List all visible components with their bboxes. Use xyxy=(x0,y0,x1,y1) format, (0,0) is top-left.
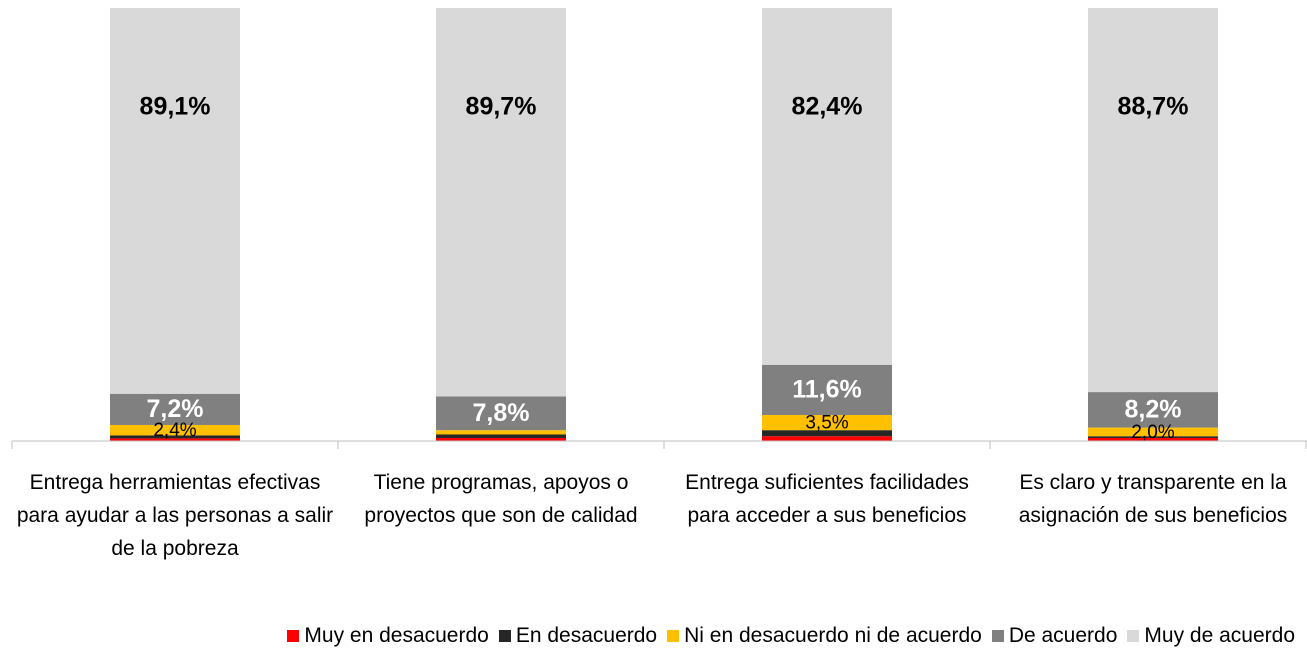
legend-label: Muy en desacuerdo xyxy=(304,624,489,647)
data-label: 7,2% xyxy=(147,395,204,423)
legend-label: Muy de acuerdo xyxy=(1144,624,1295,647)
x-tick-label: Tiene programas, apoyos o proyectos que … xyxy=(364,471,638,527)
bar-segment xyxy=(1088,436,1218,438)
bar-segment xyxy=(110,424,240,436)
x-tick-label: Es claro y transparente en la asignación… xyxy=(1018,471,1288,527)
data-label: 7,8% xyxy=(473,399,530,427)
chart: 2,4%7,2% 89,1% 7,8% 89,7% 3,5% 11,6% 82,4% 2,0%… xyxy=(11,8,1307,449)
legend-item: De acuerdo xyxy=(991,624,1118,648)
bar-segment xyxy=(762,8,892,365)
bar-segment xyxy=(762,415,892,431)
bar-segment xyxy=(1088,427,1218,437)
bar-segment xyxy=(1088,437,1218,441)
data-label: 3,5% xyxy=(805,413,848,434)
legend-swatch xyxy=(667,630,680,642)
bar-segment xyxy=(110,438,240,441)
bar-segment xyxy=(762,364,892,416)
legend-swatch xyxy=(287,630,300,642)
legend-item: Muy en desacuerdo xyxy=(287,624,489,648)
data-label: 89,7% xyxy=(466,93,537,121)
data-label: 88,7% xyxy=(1118,93,1189,121)
bar-segment xyxy=(436,437,566,441)
data-label: 89,1% xyxy=(140,93,211,121)
bar-segment xyxy=(1088,392,1218,428)
bar-segment xyxy=(762,436,892,441)
data-label: 2,4% xyxy=(153,420,196,441)
x-tick-label: Entrega suficientes facilidades para acc… xyxy=(685,471,969,527)
bar-segment xyxy=(110,393,240,425)
legend-item: En desacuerdo xyxy=(498,624,658,648)
bar-segment xyxy=(436,430,566,435)
bar-segment xyxy=(762,430,892,437)
bar-segment xyxy=(436,8,566,397)
data-label: 2,0% xyxy=(1131,422,1174,443)
data-label: 82,4% xyxy=(792,93,863,121)
legend-label: En desacuerdo xyxy=(515,624,658,647)
legend-label: Ni en desacuerdo ni de acuerdo xyxy=(684,624,982,647)
bar-segment xyxy=(436,434,566,438)
legend-swatch xyxy=(498,630,511,642)
x-tick-label: Entrega herramientas efectivas para ayud… xyxy=(16,471,334,560)
bar-segment xyxy=(436,396,566,431)
data-label: 8,2% xyxy=(1125,395,1182,423)
legend-label: De acuerdo xyxy=(1008,624,1118,647)
bar-segment xyxy=(1088,8,1218,393)
bar-segment xyxy=(110,8,240,394)
legend-item: Ni en desacuerdo ni de acuerdo xyxy=(667,624,982,648)
legend: Muy en desacuerdo En desacuerdo Ni en desa… xyxy=(0,624,1307,648)
data-label: 11,6% xyxy=(792,376,862,404)
legend-swatch xyxy=(991,630,1004,642)
legend-item: Muy de acuerdo xyxy=(1127,624,1295,648)
legend-swatch xyxy=(1127,630,1140,642)
bar-segment xyxy=(110,435,240,439)
